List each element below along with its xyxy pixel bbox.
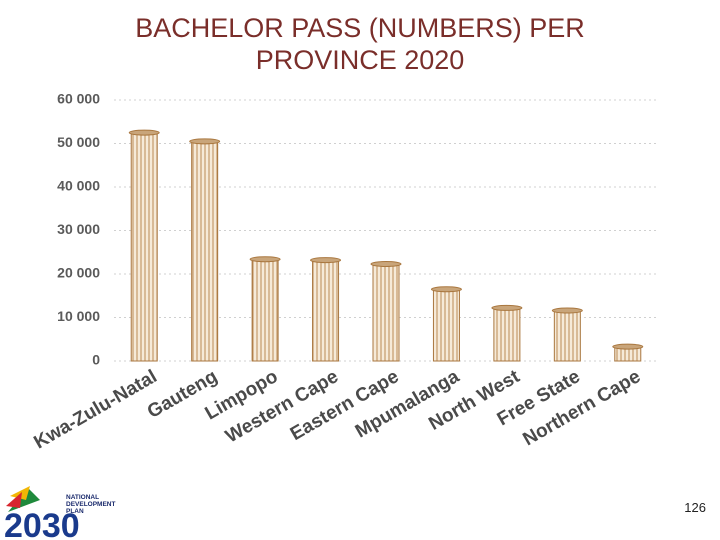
y-tick-label: 10 000 bbox=[57, 308, 100, 324]
bar-cap bbox=[612, 343, 644, 350]
logo-year: 2030 bbox=[4, 507, 80, 540]
x-tick-label: Kwa-Zulu-Natal bbox=[30, 366, 160, 453]
bar-cap bbox=[128, 129, 160, 136]
bar bbox=[130, 132, 158, 362]
logo: NATIONAL DEVELOPMENT PLAN 2030 bbox=[4, 486, 116, 540]
bar bbox=[493, 307, 521, 362]
bar bbox=[372, 263, 400, 362]
page-number: 126 bbox=[684, 500, 706, 515]
bar-cap bbox=[189, 138, 221, 145]
bar-cap bbox=[430, 286, 462, 293]
y-tick-label: 30 000 bbox=[57, 221, 100, 237]
y-tick-label: 0 bbox=[92, 352, 100, 368]
bar bbox=[191, 140, 219, 362]
bar-cap bbox=[551, 307, 583, 314]
logo-text: PLAN bbox=[66, 508, 84, 515]
y-tick-label: 50 000 bbox=[57, 134, 100, 150]
bar-cap bbox=[310, 257, 342, 264]
y-tick-label: 20 000 bbox=[57, 265, 100, 281]
bar bbox=[553, 310, 581, 362]
y-tick-label: 40 000 bbox=[57, 178, 100, 194]
logo-text: DEVELOPMENT bbox=[66, 501, 116, 508]
bar-cap bbox=[491, 304, 523, 311]
bar bbox=[312, 259, 340, 362]
bar-cap bbox=[370, 260, 402, 267]
y-tick-label: 60 000 bbox=[57, 91, 100, 107]
chart-title: BACHELOR PASS (NUMBERS) PER PROVINCE 202… bbox=[135, 13, 585, 75]
bar bbox=[251, 258, 279, 362]
logo-text: NATIONAL bbox=[66, 494, 99, 501]
bar bbox=[432, 288, 460, 362]
bar-cap bbox=[249, 256, 281, 263]
